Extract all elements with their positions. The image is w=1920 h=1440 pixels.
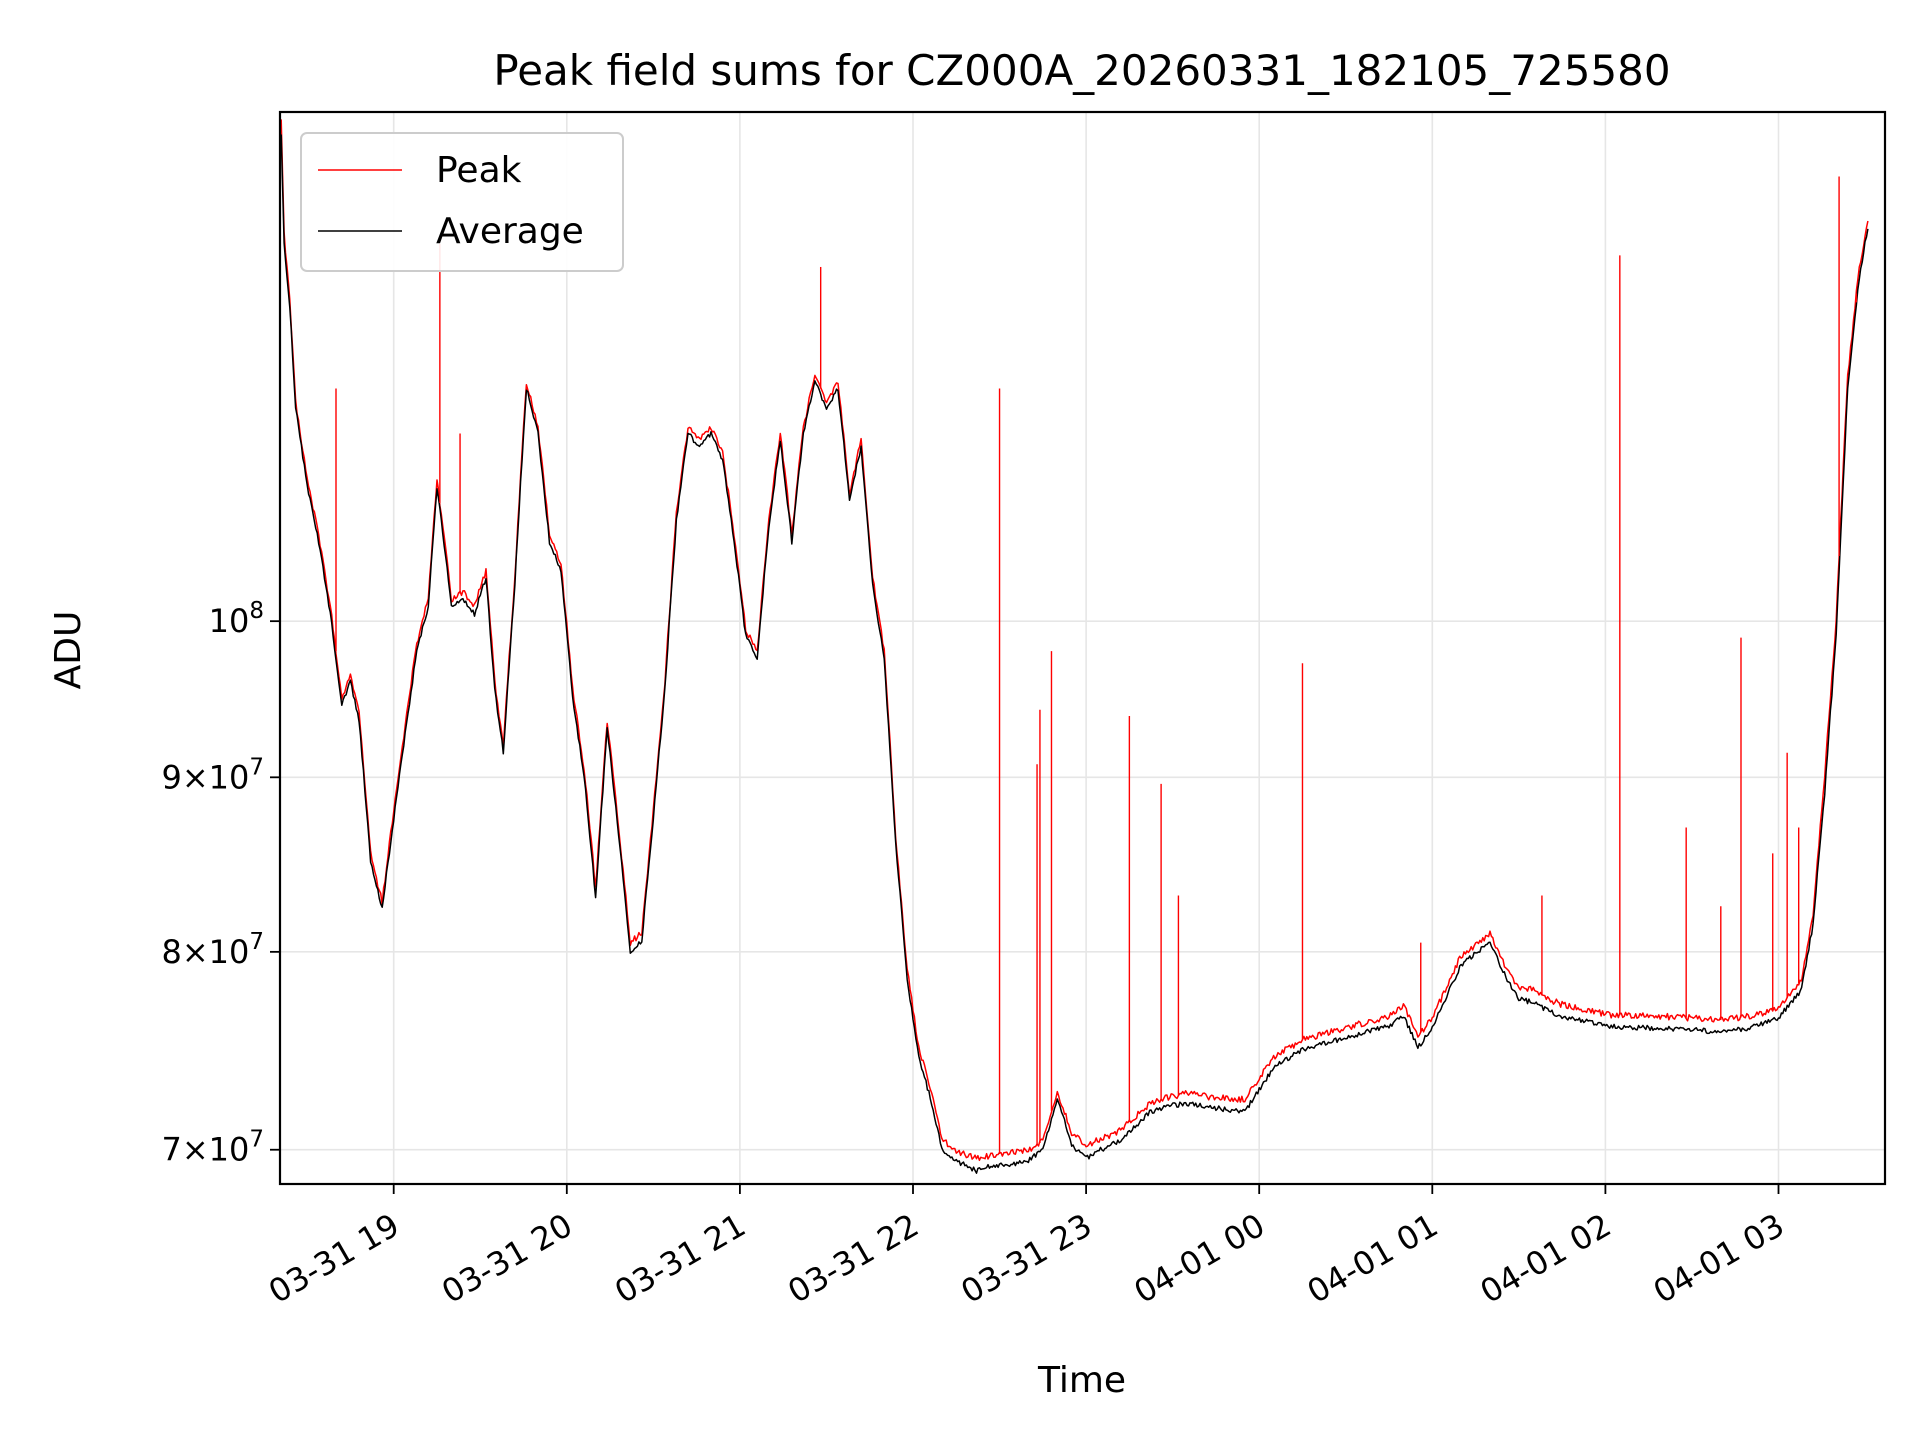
y-tick-label: 7×107: [161, 1127, 264, 1169]
plot-frame: [278, 110, 1887, 1186]
y-axis-label: ADU: [48, 611, 89, 690]
y-tick-label: 9×107: [161, 754, 264, 796]
legend-label-peak: Peak: [436, 150, 522, 191]
y-axis: 7×107 8×107 9×107 108: [161, 598, 280, 1169]
series-line-average: [280, 134, 1869, 1174]
legend-label-average: Average: [436, 211, 584, 252]
x-axis-label: Time: [1037, 1360, 1126, 1401]
legend-box: [300, 132, 624, 272]
y-tick-label: 108: [209, 598, 264, 640]
chart-title: Peak field sums for CZ000A_20260331_1821…: [493, 46, 1670, 95]
plot-series: [280, 119, 1869, 1174]
series-line-peak: [280, 119, 1869, 1162]
y-tick-label: 8×107: [161, 929, 264, 971]
legend: Peak Average: [300, 132, 624, 272]
grid: [280, 112, 1885, 1184]
